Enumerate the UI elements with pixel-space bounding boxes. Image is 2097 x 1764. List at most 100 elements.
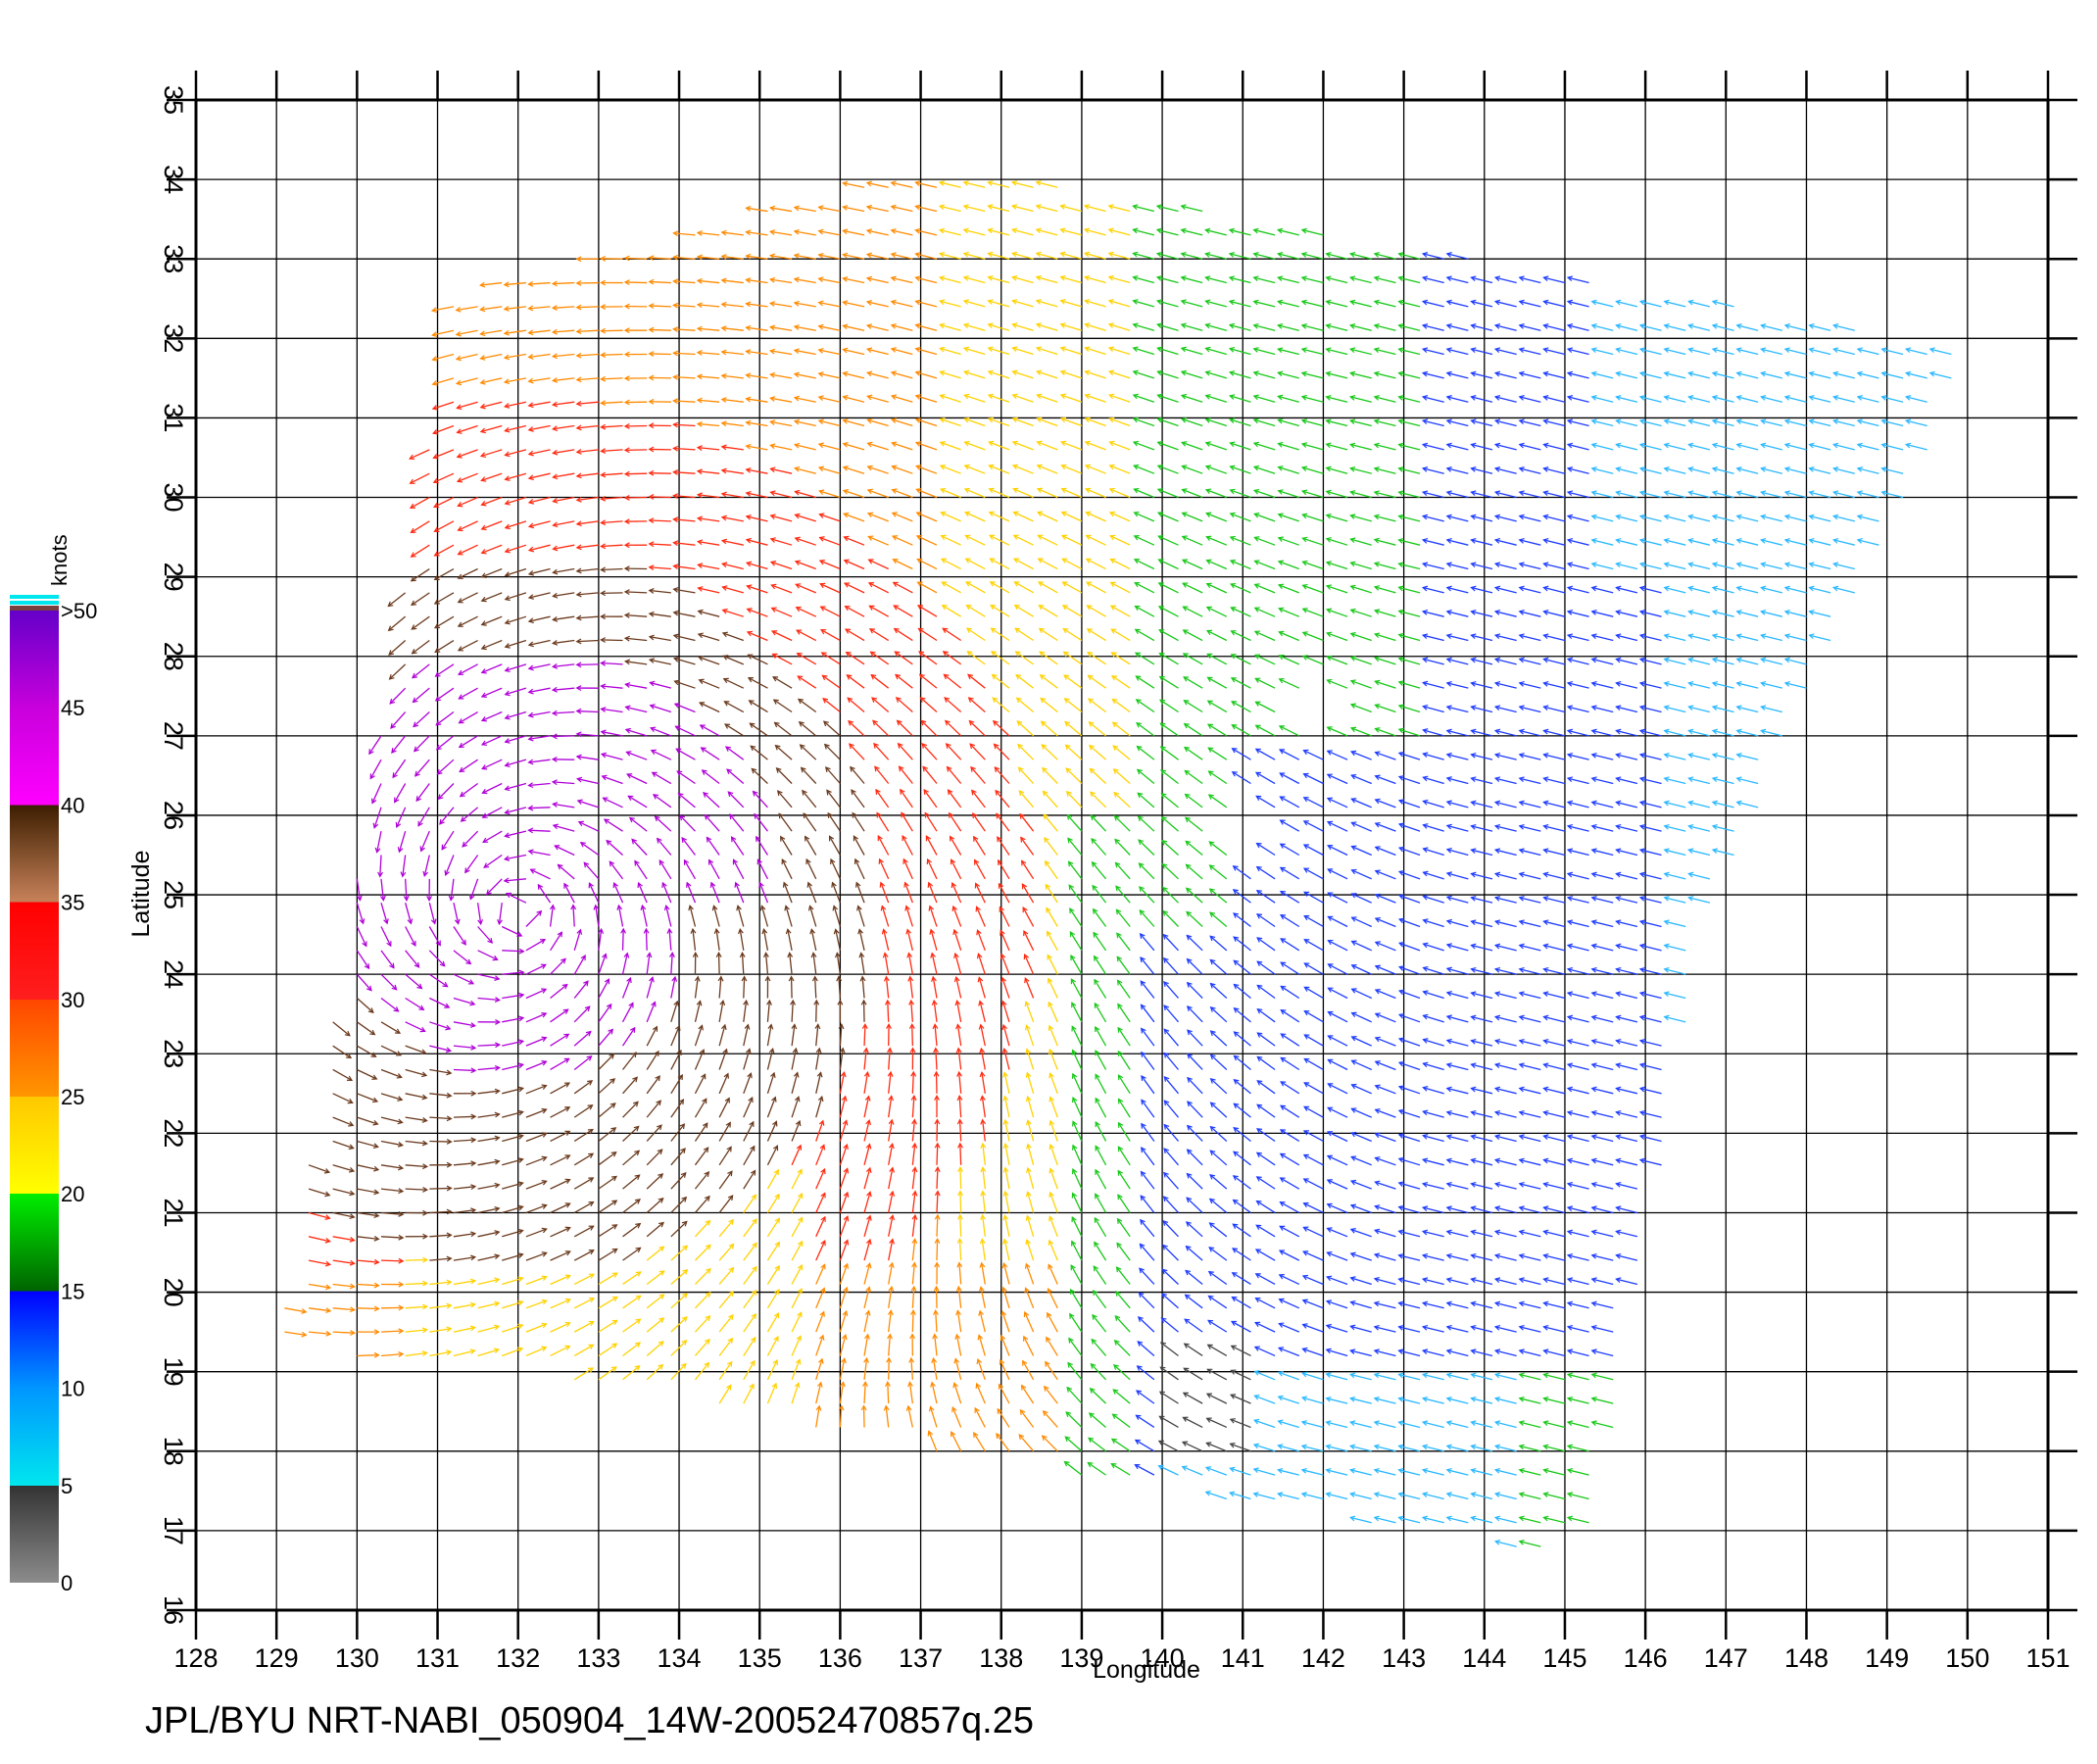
wind-vector-head (1038, 605, 1045, 611)
wind-vector-head (816, 1071, 823, 1078)
wind-vector-head (1808, 514, 1815, 520)
wind-vector-head (541, 1132, 548, 1138)
wind-vector-head (1095, 1025, 1100, 1033)
wind-vector-head (703, 1122, 708, 1129)
wind-vector-head (672, 564, 679, 569)
wind-vector-head (587, 1104, 594, 1110)
wind-vector-head (1518, 1181, 1525, 1188)
wind-vector-head (1421, 1372, 1429, 1379)
wind-vector-head (1566, 1277, 1574, 1283)
wind-vector-head (674, 725, 681, 731)
wind-vector-head (1117, 1146, 1124, 1152)
wind-vector-head (1002, 1166, 1009, 1173)
wind-vector-head (1493, 633, 1501, 640)
wind-vector-head (537, 883, 544, 890)
wind-vector (1616, 491, 1638, 499)
wind-vector-head (1397, 1133, 1404, 1139)
wind-vector (1327, 1106, 1348, 1118)
wind-vector (1232, 1272, 1251, 1286)
wind-vector (477, 1207, 500, 1214)
wind-vector-head (1470, 1038, 1477, 1045)
wind-vector (796, 607, 817, 617)
wind-vector-head (1760, 466, 1767, 472)
wind-vector (481, 759, 503, 770)
wind-vector (1326, 490, 1348, 499)
wind-vector (1423, 611, 1444, 617)
wind-vector-head (1590, 1109, 1597, 1116)
wind-vector-head (939, 417, 946, 423)
wind-vector (1543, 872, 1566, 880)
wind-vector-head (1048, 1024, 1054, 1031)
wind-vector (429, 1045, 452, 1052)
wind-vector-head (902, 834, 907, 842)
wind-vector (525, 1323, 547, 1333)
wind-vector-head (1638, 728, 1646, 735)
wind-vector (975, 883, 986, 904)
wind-vector-head (696, 492, 703, 499)
wind-vector (1543, 1516, 1566, 1524)
wind-vector (1327, 726, 1348, 737)
wind-vector-head (1253, 1418, 1260, 1425)
wind-vector-head (1117, 1098, 1124, 1104)
wind-vector (1328, 915, 1348, 928)
wind-vector-head (1687, 895, 1694, 902)
wind-vector (743, 1146, 756, 1166)
wind-vector-head (1421, 1492, 1429, 1497)
wind-vector-head (648, 634, 655, 641)
wind-vector (376, 831, 382, 853)
wind-vector (453, 1115, 476, 1118)
wind-vector-head (1422, 799, 1429, 806)
wind-vector (1159, 699, 1179, 713)
wind-vector (1519, 1015, 1541, 1023)
wind-vector (477, 1301, 500, 1309)
wind-vector-head (908, 999, 914, 1005)
wind-vector-head (1542, 1515, 1549, 1522)
wind-vector-head (1711, 753, 1718, 759)
wind-vector-head (1327, 844, 1334, 851)
wind-vector (477, 1231, 500, 1238)
wind-vector-head (1108, 416, 1115, 423)
wind-vector (748, 654, 768, 665)
wind-vector-head (1116, 956, 1123, 962)
wind-vector-head (1230, 582, 1237, 589)
wind-vector (481, 520, 503, 530)
wind-vector-head (504, 713, 511, 720)
wind-vector (1374, 538, 1396, 546)
wind-vector (957, 1286, 962, 1308)
wind-vector-head (1253, 654, 1261, 660)
wind-vector-head (575, 662, 582, 668)
wind-vector-head (394, 797, 400, 804)
wind-vector (718, 976, 722, 999)
wind-vector-head (697, 609, 704, 615)
wind-vector-head (485, 889, 492, 896)
wind-vector (1094, 979, 1107, 999)
wind-vector (528, 639, 551, 646)
wind-vector-head (611, 1248, 618, 1254)
wind-vector-head (470, 1045, 477, 1051)
wind-vector-head (696, 515, 704, 522)
wind-vector-head (1303, 1010, 1310, 1016)
wind-vector-head (1397, 775, 1405, 781)
wind-vector-head (1018, 790, 1025, 797)
wind-vector-head (1735, 610, 1742, 615)
wind-vector-head (882, 952, 889, 958)
wind-vector (525, 1276, 547, 1286)
wind-vector (1519, 1397, 1541, 1404)
wind-vector (863, 1310, 870, 1333)
wind-vector-head (954, 1333, 961, 1340)
wind-vector-head (979, 1238, 986, 1245)
wind-vector (1567, 1111, 1589, 1118)
wind-vector-head (1566, 776, 1574, 783)
wind-vector (1350, 585, 1372, 594)
wind-vector-head (446, 1208, 453, 1215)
wind-vector (839, 1382, 845, 1404)
wind-vector-head (600, 660, 607, 666)
wind-vector (839, 1358, 846, 1380)
wind-vector (1784, 514, 1807, 522)
wind-vector (481, 472, 503, 481)
wind-vector-head (1184, 769, 1191, 776)
wind-vector-head (769, 419, 776, 425)
wind-vector-head (418, 1004, 425, 1010)
wind-vector-head (732, 858, 739, 865)
wind-vector-head (632, 1076, 638, 1083)
